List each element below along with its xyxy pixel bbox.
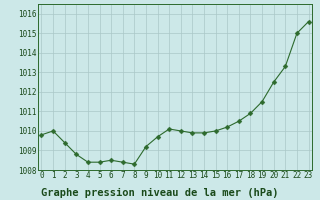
Text: Graphe pression niveau de la mer (hPa): Graphe pression niveau de la mer (hPa) (41, 188, 279, 198)
